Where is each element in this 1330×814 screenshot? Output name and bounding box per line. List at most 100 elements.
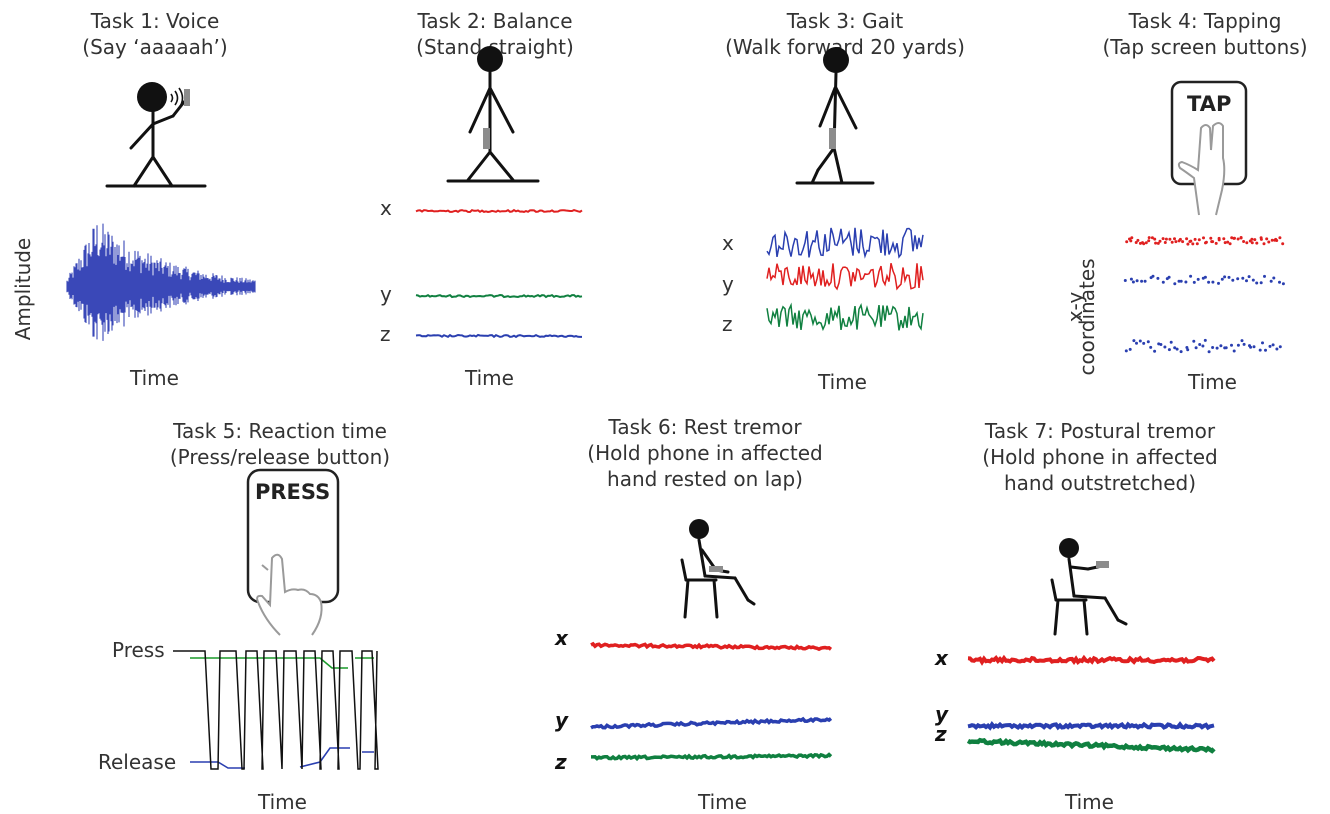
tap-dot [1153,237,1157,241]
release-level-label: Release [98,750,177,774]
tap-dot [1250,241,1254,245]
tap-dot [1169,340,1173,344]
tap-dot [1129,239,1133,243]
tap-dot [1198,343,1202,346]
tap-dot [1153,349,1157,353]
tap-dot [1159,343,1163,346]
tapping-x-dots [1125,236,1285,246]
tap-dot [1236,343,1240,347]
tap-dot [1214,241,1218,245]
task4-title-line1: Task 4: Tapping [1128,9,1282,33]
tap-dot [1138,339,1142,343]
tap-dot [1131,280,1135,284]
tap-dot [1185,237,1189,241]
tap-dot [1231,278,1235,282]
tap-dot [1271,343,1275,347]
tap-dot [1278,280,1281,284]
task7-title: Task 7: Postural tremor (Hold phone in a… [950,418,1250,496]
tap-dot [1178,237,1182,241]
tap-dot [1223,241,1227,245]
tap-dot [1209,236,1213,240]
postural-z-trace [966,737,1216,754]
tapping-time-label: Time [1188,370,1237,394]
tap-dot [1228,242,1232,246]
tap-dot [1194,346,1198,350]
tap-dot [1129,277,1133,281]
balance-x-label: x [380,196,392,220]
tap-dot [1249,345,1253,349]
tap-dot [1181,240,1185,244]
tap-dot [1174,240,1178,244]
tap-dot [1125,240,1129,244]
tap-dot [1203,338,1207,342]
tap-dot [1173,282,1177,286]
task1-title-line2: (Say ‘aaaaah’) [82,35,228,59]
tap-dot [1207,350,1211,354]
task2-title-line1: Task 2: Balance [417,9,573,33]
tap-dot [1130,236,1134,240]
gait-y-trace [766,263,924,291]
tap-dot [1136,238,1140,242]
tap-dot [1207,280,1211,284]
tap-dot [1128,347,1132,351]
tap-button-label: TAP [1187,92,1232,116]
tap-dot [1175,347,1179,351]
voice-amplitude-label: Amplitude [11,237,35,341]
balance-stick-figure-icon [446,46,540,183]
gait-z-label: z [722,312,733,336]
tap-dot [1123,279,1127,282]
tap-dot [1151,274,1155,278]
tap-dot [1132,339,1136,343]
tap-dot [1275,347,1279,351]
tap-dot [1239,236,1243,240]
voice-stick-figure-icon [105,82,207,188]
tap-dot [1211,240,1215,244]
reaction-time-label: Time [258,790,307,814]
tap-dot [1142,341,1146,345]
tapping-y-dots [1123,274,1285,286]
postural-phone-icon [1096,561,1109,568]
tap-dot [1269,279,1273,283]
tap-dot [1242,240,1246,243]
tap-dot [1163,241,1167,244]
tap-dot [1143,279,1147,283]
tap-dot [1203,275,1207,279]
tap-dot [1267,240,1271,244]
task6-title-line1: Task 6: Rest tremor [608,415,802,439]
tap-dot [1179,279,1183,283]
tap-dot [1186,242,1190,246]
tap-dot [1233,236,1236,240]
tap-dot [1173,346,1177,350]
tap-dot [1161,237,1165,241]
task7-title-line1: Task 7: Postural tremor [984,419,1216,443]
tap-dot [1140,279,1144,283]
tap-dot [1142,242,1146,246]
tap-dot [1135,279,1139,283]
tap-dot [1242,342,1246,346]
tap-dot [1281,242,1285,246]
task5-title-line2: (Press/release button) [169,445,391,469]
postural-seated-figure-icon [1050,538,1128,636]
tap-dot [1154,241,1158,245]
rest-z-label: z [555,750,567,774]
release-level-trace [190,747,374,769]
tap-dot [1222,237,1226,241]
rest-time-label: Time [698,790,747,814]
tap-dot [1156,276,1160,280]
tap-dot [1167,348,1171,352]
tap-dot [1164,237,1168,241]
tap-dot [1149,345,1153,349]
task6-title-line3: hand rested on lap) [607,467,803,491]
task7-title-line3: hand outstretched) [1003,471,1197,495]
tap-dot [1255,281,1259,285]
tap-dot [1196,277,1200,281]
tap-dot [1150,236,1154,240]
tap-dot [1217,238,1221,242]
task1-title: Task 1: Voice (Say ‘aaaaah’) [55,8,255,60]
task3-title: Task 3: Gait (Walk forward 20 yards) [705,8,985,60]
tap-dot [1204,240,1208,244]
sound-waves-icon [170,87,184,109]
tapping-ylabel-line2: coordinates [1075,258,1099,376]
task4-title-line2: (Tap screen buttons) [1102,35,1308,59]
